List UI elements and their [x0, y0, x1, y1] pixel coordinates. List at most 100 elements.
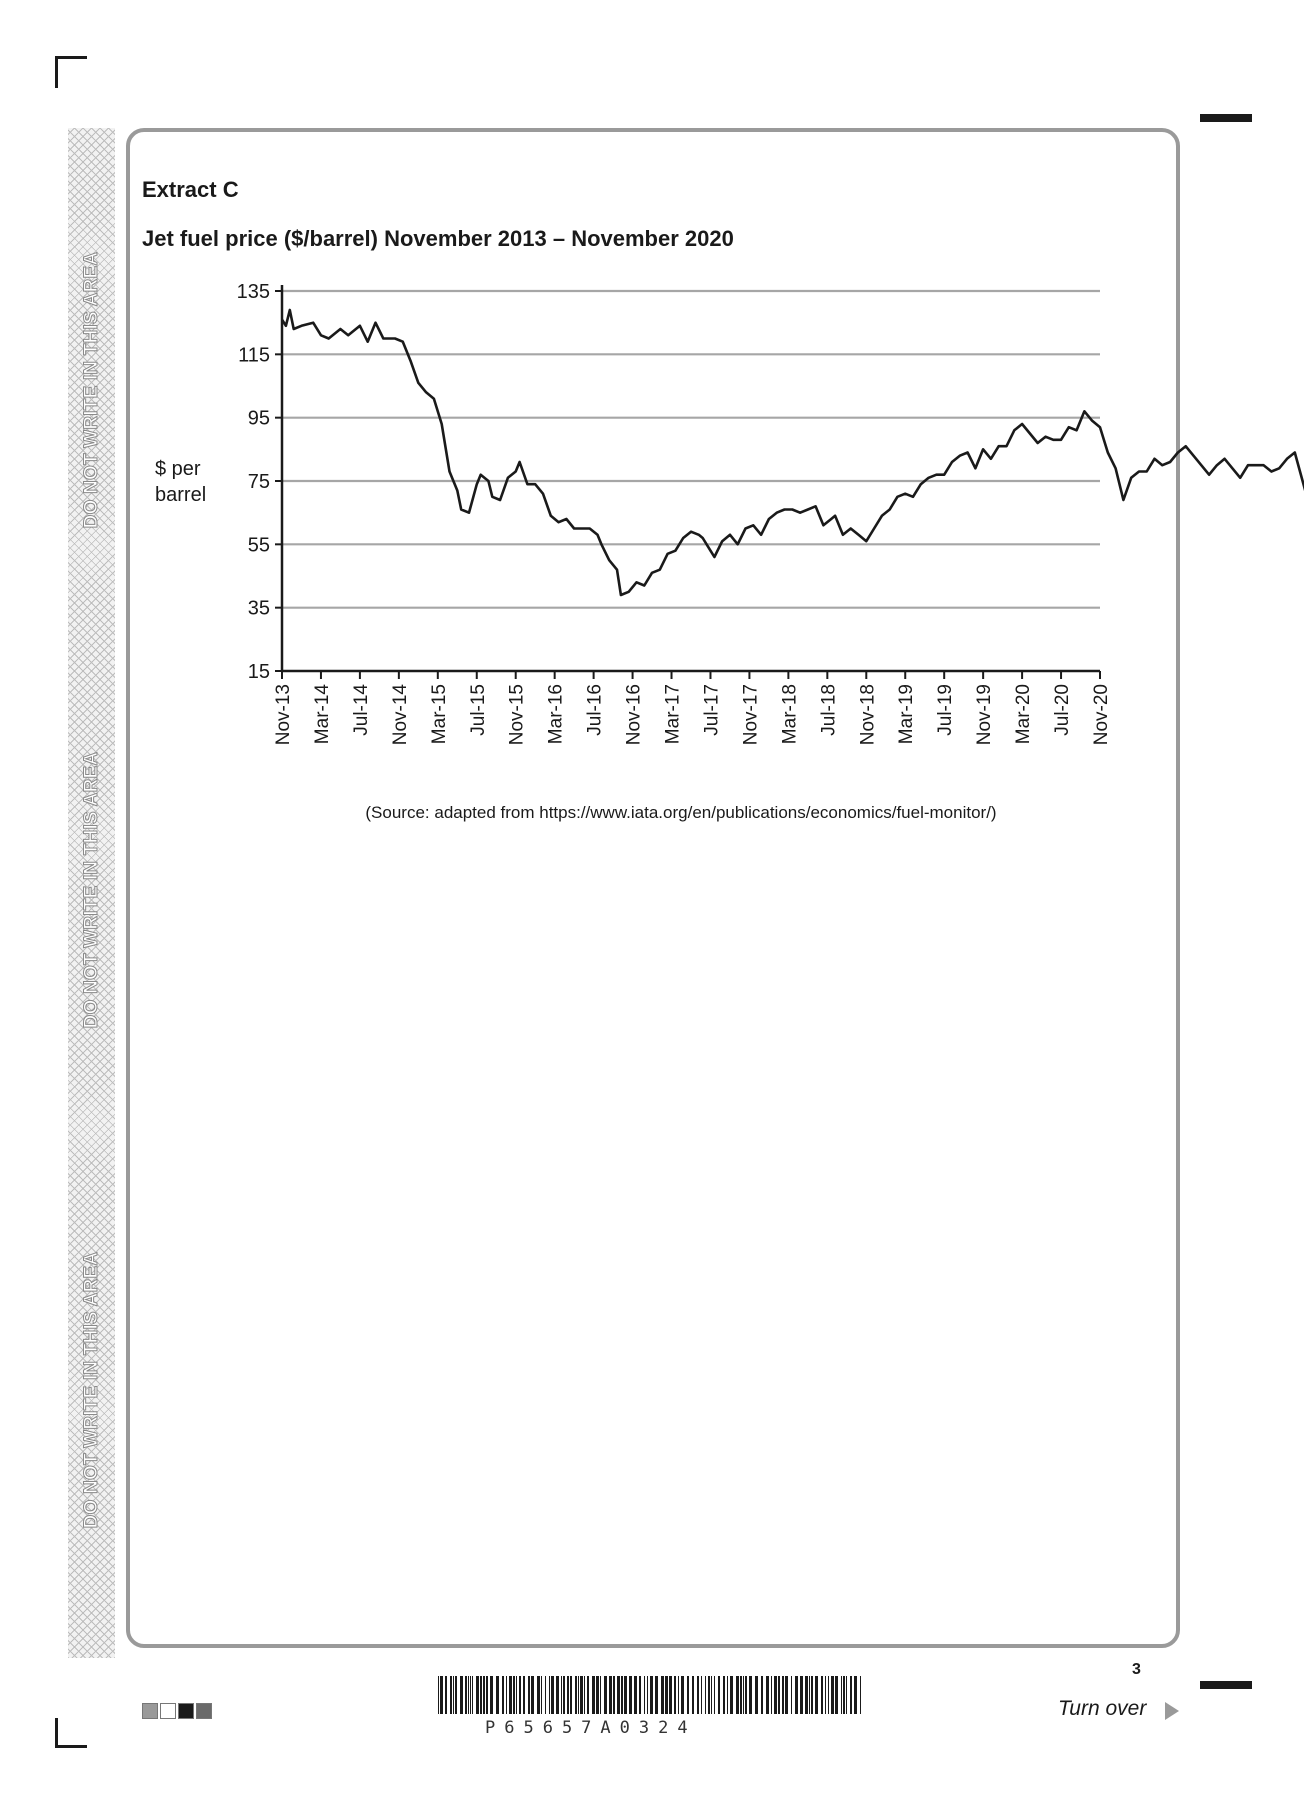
x-tick-label: Jul-19 [935, 684, 956, 736]
page-marker-square [196, 1703, 212, 1719]
barcode-bar [805, 1676, 808, 1714]
barcode-bar [516, 1676, 517, 1714]
series-line [280, 308, 1304, 597]
barcode-bar [528, 1676, 530, 1714]
barcode-bar [736, 1676, 739, 1714]
barcode-bar [766, 1676, 769, 1714]
barcode-bar [723, 1676, 725, 1714]
barcode-bar [655, 1676, 658, 1714]
chart-title: Jet fuel price ($/barrel) November 2013 … [142, 226, 734, 251]
barcode-bar [692, 1676, 694, 1714]
barcode-bar [809, 1676, 810, 1714]
barcode-bar [460, 1676, 463, 1714]
barcode-bar [613, 1676, 615, 1714]
barcode-bar [563, 1676, 565, 1714]
barcode-bar [678, 1676, 679, 1714]
turn-over-arrow-icon [1165, 1702, 1179, 1720]
barcode-bar [755, 1676, 758, 1714]
barcode-bar [600, 1676, 601, 1714]
barcode-bar [828, 1676, 829, 1714]
x-tick-label: Mar-14 [312, 684, 333, 745]
x-tick-label: Mar-16 [546, 684, 567, 744]
page-marker-bottom-right [1200, 1681, 1252, 1689]
barcode-bar [681, 1676, 684, 1714]
barcode-bar [740, 1676, 742, 1714]
x-tick-label: Nov-13 [273, 684, 294, 745]
barcode-bar [665, 1676, 668, 1714]
barcode-bar [718, 1676, 720, 1714]
page-marker-square [178, 1703, 194, 1719]
x-tick-label: Nov-14 [390, 684, 411, 746]
barcode-bar [545, 1676, 546, 1714]
barcode-bar [661, 1676, 664, 1714]
x-tick-label: Nov-18 [857, 684, 878, 745]
barcode-bar [609, 1676, 612, 1714]
barcode-bar [513, 1676, 515, 1714]
crop-mark-bottom-left [55, 1745, 87, 1748]
y-tick-label: 115 [238, 344, 270, 366]
x-tick-label: Jul-17 [701, 684, 722, 736]
x-tick-label: Jul-16 [585, 684, 606, 736]
barcode-bar [860, 1676, 861, 1714]
barcode-bar [468, 1676, 469, 1714]
barcode-bar [476, 1676, 479, 1714]
barcode-bar [821, 1676, 823, 1714]
barcode-bar [854, 1676, 857, 1714]
barcode-bar [705, 1676, 706, 1714]
barcode-bar [795, 1676, 798, 1714]
barcode-bar [561, 1676, 562, 1714]
barcode-bar [596, 1676, 599, 1714]
barcode-bar [453, 1676, 454, 1714]
barcode-bar [578, 1676, 579, 1714]
barcode-bar [708, 1676, 710, 1714]
barcode-bar [639, 1676, 641, 1714]
barcode-bar [745, 1676, 747, 1714]
axes [275, 285, 1101, 679]
barcode-bar [624, 1676, 627, 1714]
source-citation: (Source: adapted from https://www.iata.o… [365, 803, 997, 822]
page-number: 3 [1132, 1661, 1141, 1678]
barcode-bar [541, 1676, 542, 1714]
barcode-bar [674, 1676, 676, 1714]
barcode-bar [727, 1676, 728, 1714]
x-tick-label: Nov-15 [507, 684, 528, 745]
no-write-margin [68, 128, 115, 1658]
barcode-bar [580, 1676, 583, 1714]
barcode-bar [749, 1676, 752, 1714]
barcode-bar [785, 1676, 788, 1714]
barcode-bar [644, 1676, 645, 1714]
barcode-bar [846, 1676, 847, 1714]
barcode-bar [592, 1676, 595, 1714]
y-tick-label: 35 [248, 598, 270, 620]
barcode-bar [490, 1676, 493, 1714]
margin-warning-bottom: DO NOT WRITE IN THIS AREA [81, 1251, 103, 1529]
x-tick-label: Mar-20 [1013, 684, 1034, 744]
barcode-bar [450, 1676, 452, 1714]
series-layer [280, 308, 1304, 597]
barcode-bar [687, 1676, 689, 1714]
barcode-bar [604, 1676, 607, 1714]
barcode-bar [774, 1676, 777, 1714]
barcode-bar [472, 1676, 473, 1714]
barcode-bar [480, 1676, 482, 1714]
barcode-bar [629, 1676, 632, 1714]
barcode-bar [506, 1676, 507, 1714]
barcode [438, 1676, 861, 1714]
extract-frame [126, 128, 1180, 1648]
page-marker-top-right [1200, 114, 1252, 122]
barcode-bar [584, 1676, 585, 1714]
crop-mark-top-left [55, 56, 87, 59]
barcode-bar [835, 1676, 838, 1714]
barcode-bar [486, 1676, 488, 1714]
barcode-bar [575, 1676, 577, 1714]
barcode-bar [621, 1676, 623, 1714]
barcode-bar [465, 1676, 467, 1714]
x-tick-label: Mar-15 [429, 684, 450, 744]
x-tick-label: Mar-19 [896, 684, 917, 744]
y-tick-label: 135 [237, 281, 270, 303]
extract-title: Extract C [142, 177, 239, 202]
barcode-bar [791, 1676, 792, 1714]
barcode-bar [634, 1676, 637, 1714]
x-tick-label: Jul-20 [1052, 684, 1073, 736]
line-chart: 15 35 55 75 95 115 135 Nov-13 Mar-14 Jul-14 Nov-14… [237, 281, 1304, 746]
